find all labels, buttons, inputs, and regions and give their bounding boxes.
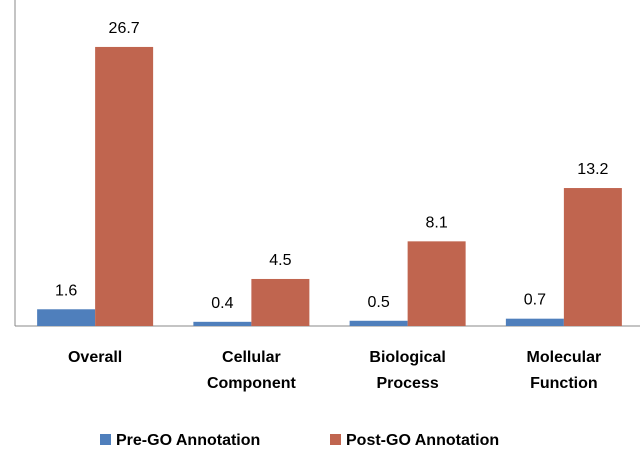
value-label: 1.6 (55, 282, 77, 299)
value-label: 4.5 (269, 252, 291, 269)
bar (407, 241, 466, 326)
value-label: 0.7 (524, 292, 546, 309)
value-label: 26.7 (109, 20, 140, 37)
bar (37, 309, 96, 326)
bar (193, 321, 252, 326)
value-label: 13.2 (577, 161, 608, 178)
legend-swatch (100, 434, 111, 445)
x-tick-label: Cellular Component (207, 349, 297, 392)
legend-swatch (330, 434, 341, 445)
value-label: 0.4 (211, 295, 233, 312)
x-tick-label: Biological Process (369, 349, 445, 392)
bar (251, 278, 310, 326)
x-tick-label: Overall (68, 349, 122, 366)
x-tick-label: Molecular Function (527, 349, 602, 392)
bar (505, 318, 564, 326)
legend-label: Pre-GO Annotation (116, 432, 260, 449)
value-label: 8.1 (426, 214, 448, 231)
value-label: 0.5 (368, 294, 390, 311)
bar (563, 188, 622, 326)
bar (349, 320, 408, 326)
bar (95, 46, 154, 327)
legend-label: Post-GO Annotation (346, 432, 499, 449)
